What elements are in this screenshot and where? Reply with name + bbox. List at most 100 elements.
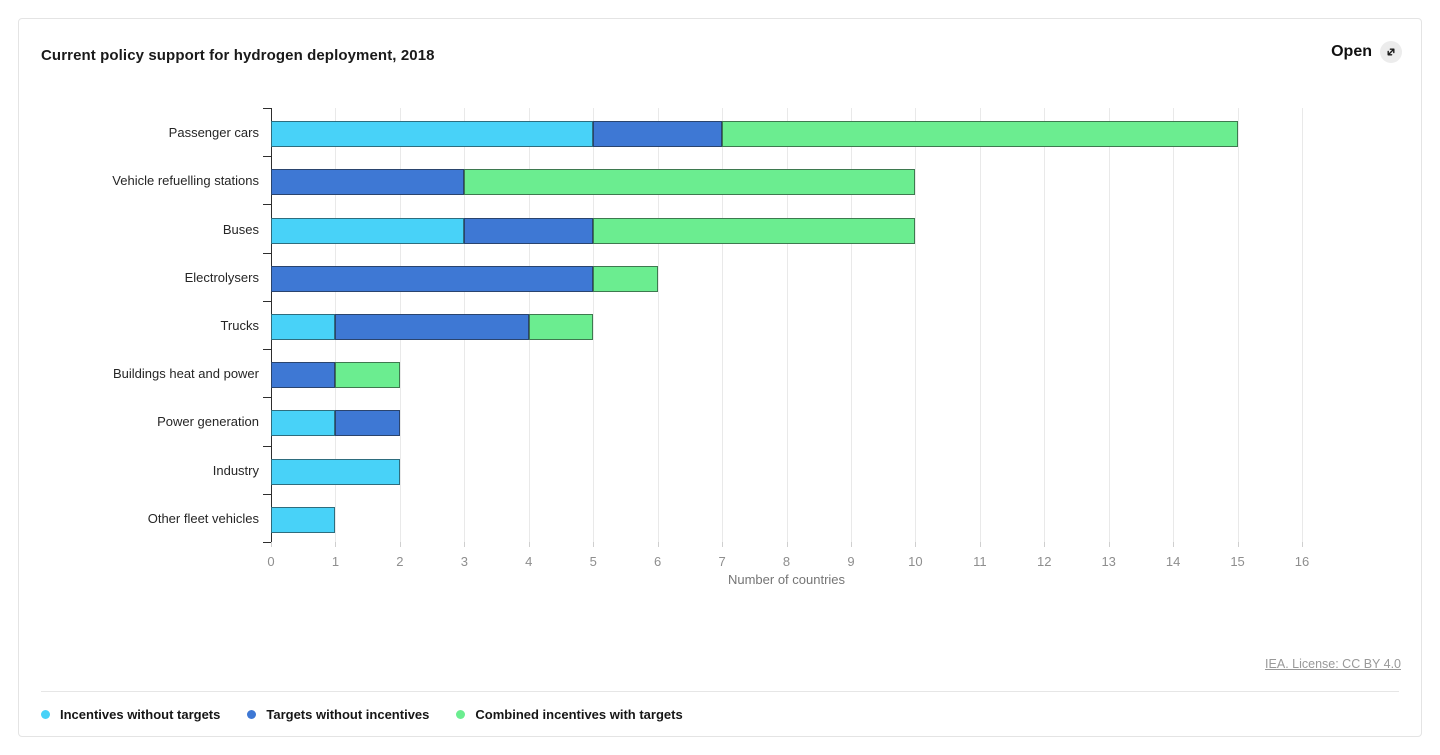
expand-icon[interactable] xyxy=(1380,41,1402,63)
x-axis-tick xyxy=(850,542,852,547)
bar-segment[interactable] xyxy=(722,121,1238,148)
y-axis-tick xyxy=(263,204,271,206)
bar-segment[interactable] xyxy=(593,121,723,148)
bar-segment[interactable] xyxy=(271,169,465,196)
y-axis-tick xyxy=(263,493,271,495)
bar-segment[interactable] xyxy=(271,458,400,485)
y-axis-tick xyxy=(263,300,271,302)
legend-item[interactable]: Incentives without targets xyxy=(41,707,220,722)
legend-dot xyxy=(456,710,466,719)
category-label: Trucks xyxy=(220,318,259,333)
x-tick-label: 12 xyxy=(1037,554,1052,569)
x-axis-tick xyxy=(1108,542,1110,547)
stacked-bar-chart: 0 1 2 3 4 5 6 7 8 9 10 11 12 13 14 15 16 Number of countr… xyxy=(19,19,1421,736)
gridline xyxy=(1237,108,1239,542)
divider xyxy=(41,691,1399,692)
legend-label: Combined incentives with targets xyxy=(475,707,683,722)
gridline xyxy=(657,108,659,542)
x-axis-tick xyxy=(979,542,981,547)
bar-segment[interactable] xyxy=(528,314,594,340)
y-axis-tick xyxy=(263,252,271,254)
x-tick-label: 5 xyxy=(589,554,597,569)
gridline xyxy=(1044,108,1046,542)
x-tick-label: 13 xyxy=(1101,554,1116,569)
x-axis-tick xyxy=(1044,542,1046,547)
bar-segment[interactable] xyxy=(271,314,336,340)
x-axis-tick xyxy=(528,542,530,547)
x-axis-title: Number of countries xyxy=(727,572,846,587)
bar-segment[interactable] xyxy=(271,121,594,148)
x-tick-label: 0 xyxy=(267,554,275,569)
gridline xyxy=(593,108,595,542)
open-button[interactable]: Open xyxy=(1331,41,1402,63)
bar-segment[interactable] xyxy=(335,362,400,389)
y-axis-tick xyxy=(263,349,271,351)
bar-segment[interactable] xyxy=(593,217,916,244)
bar-segment[interactable] xyxy=(271,265,594,292)
gridline xyxy=(1173,108,1175,542)
x-axis-tick xyxy=(722,542,724,547)
bar-segment[interactable] xyxy=(271,410,336,437)
x-axis-tick xyxy=(915,542,917,547)
legend-dot xyxy=(247,710,257,719)
bar-segment[interactable] xyxy=(271,506,336,533)
x-axis-tick xyxy=(1302,542,1303,547)
x-tick-label: 8 xyxy=(782,554,791,569)
chart-title: Current policy support for hydrogen depl… xyxy=(41,47,435,64)
x-axis-tick xyxy=(593,542,595,547)
category-label: Vehicle refuelling stations xyxy=(112,173,259,189)
x-tick-label: 3 xyxy=(460,554,468,569)
bar-segment[interactable] xyxy=(593,265,658,292)
gridline xyxy=(786,108,788,542)
x-axis-tick xyxy=(271,542,272,547)
open-button-label: Open xyxy=(1331,43,1372,60)
x-tick-label: 11 xyxy=(973,554,987,569)
bar-segment[interactable] xyxy=(464,169,916,196)
bar-segment[interactable] xyxy=(464,217,594,244)
gridline xyxy=(722,108,724,542)
category-label: Buildings heat and power xyxy=(113,366,259,382)
gridline xyxy=(1302,108,1303,542)
license-link[interactable]: IEA. License: CC BY 4.0 xyxy=(1265,657,1401,671)
bar-segment[interactable] xyxy=(271,217,465,244)
legend-item[interactable]: Targets without incentives xyxy=(247,707,429,722)
category-label: Electrolysers xyxy=(184,269,259,285)
y-axis-tick xyxy=(263,445,271,447)
legend: Incentives without targets Targets withou… xyxy=(41,707,683,722)
x-tick-label: 4 xyxy=(525,554,533,569)
x-tick-label: 14 xyxy=(1165,554,1181,569)
gridline xyxy=(1108,108,1110,542)
chart-card: Current policy support for hydrogen depl… xyxy=(18,18,1422,737)
y-axis-tick xyxy=(263,542,271,543)
bar-segment[interactable] xyxy=(335,410,400,437)
x-tick-label: 15 xyxy=(1230,554,1245,569)
category-label: Buses xyxy=(222,221,259,237)
x-axis-tick xyxy=(1173,542,1175,547)
category-label: Passenger cars xyxy=(168,125,259,141)
x-tick-label: 7 xyxy=(718,554,726,569)
gridline xyxy=(979,108,981,542)
x-axis-tick xyxy=(657,542,659,547)
x-axis-tick xyxy=(399,542,401,547)
x-tick-label: 10 xyxy=(908,554,923,569)
gridline xyxy=(915,108,917,542)
legend-item[interactable]: Combined incentives with targets xyxy=(456,707,683,722)
x-tick-label: 2 xyxy=(396,554,404,569)
y-axis-tick xyxy=(263,108,271,109)
x-axis-tick xyxy=(786,542,788,547)
x-axis-tick xyxy=(335,542,337,547)
bar-segment[interactable] xyxy=(271,362,336,389)
bar-segment[interactable] xyxy=(335,314,529,340)
x-tick-label: 6 xyxy=(654,554,662,569)
x-axis-tick xyxy=(464,542,466,547)
gridline xyxy=(850,108,852,542)
x-tick-label: 9 xyxy=(847,554,855,569)
y-axis-tick xyxy=(263,156,271,158)
legend-label: Targets without incentives xyxy=(266,707,430,722)
legend-label: Incentives without targets xyxy=(60,707,221,722)
x-tick-label: 16 xyxy=(1294,554,1310,569)
category-label: Industry xyxy=(212,462,259,478)
category-label: Other fleet vehicles xyxy=(147,510,259,526)
x-axis-tick xyxy=(1237,542,1239,547)
legend-dot xyxy=(41,710,50,719)
